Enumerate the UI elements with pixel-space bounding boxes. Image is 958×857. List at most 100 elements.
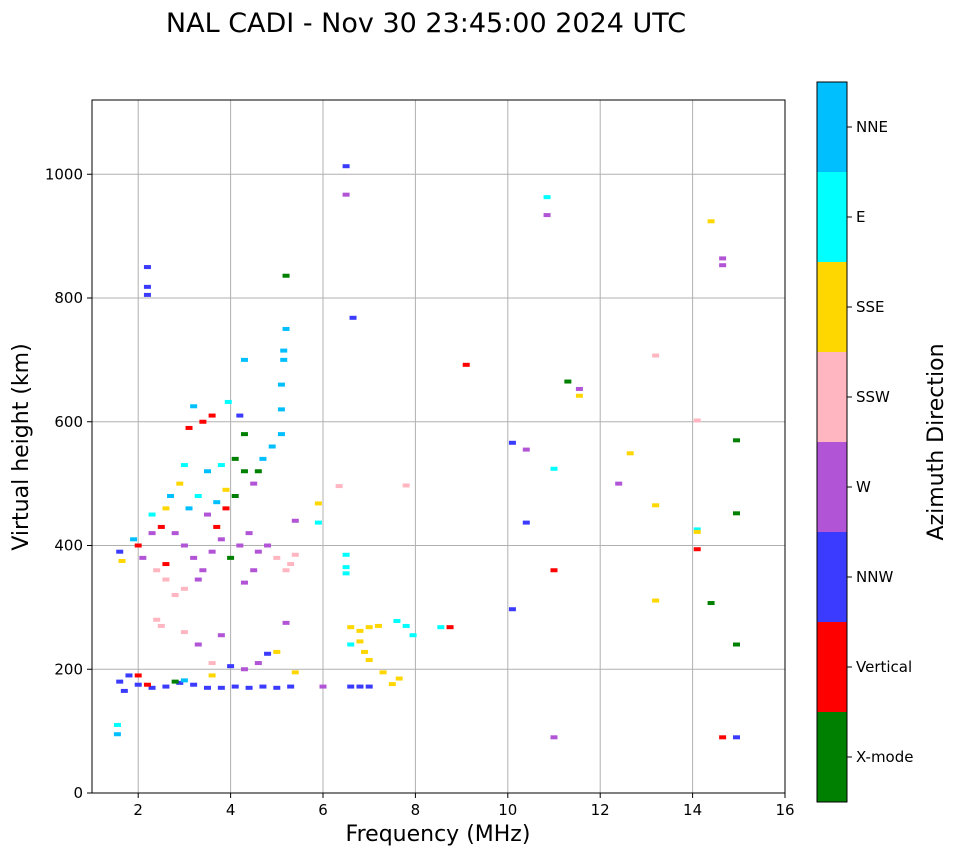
data-point (190, 682, 198, 687)
data-point (240, 432, 248, 437)
data-point (543, 195, 551, 200)
data-point (116, 549, 124, 554)
data-point (199, 568, 207, 573)
data-point (277, 407, 285, 412)
data-point (240, 580, 248, 585)
data-point (134, 682, 142, 687)
y-axis-label: Virtual height (km) (9, 343, 34, 550)
y-tick-label: 1000 (45, 165, 83, 183)
data-point (180, 630, 188, 635)
data-point (652, 503, 660, 508)
data-point (143, 284, 151, 289)
data-point (204, 512, 211, 517)
colorbar-segment (817, 172, 847, 262)
data-point (171, 679, 179, 684)
data-point (231, 684, 239, 689)
data-point (208, 549, 216, 554)
data-point (259, 684, 267, 689)
data-point (217, 633, 225, 638)
data-point (180, 678, 188, 683)
data-point (217, 685, 225, 690)
colorbar-segment (817, 712, 847, 802)
data-point (287, 562, 295, 567)
data-point (143, 292, 151, 297)
x-axis-label: Frequency (MHz) (346, 822, 531, 847)
data-point (319, 684, 327, 689)
data-point (157, 524, 165, 529)
data-point (395, 676, 403, 681)
data-point (125, 673, 133, 678)
data-point (273, 685, 281, 690)
data-point (522, 520, 530, 525)
data-point (342, 192, 350, 197)
data-point (185, 425, 193, 430)
data-point (693, 418, 701, 423)
data-point (180, 543, 188, 548)
data-point (732, 735, 740, 740)
data-point (365, 657, 373, 662)
data-point (231, 456, 239, 461)
data-point (204, 685, 211, 690)
data-point (245, 685, 253, 690)
data-point (273, 649, 281, 654)
data-point (254, 661, 262, 666)
data-point (693, 547, 701, 552)
data-point (240, 357, 248, 362)
data-point (148, 531, 156, 536)
data-point (250, 568, 258, 573)
data-point (120, 688, 128, 693)
data-point (176, 481, 184, 486)
data-point (113, 722, 121, 727)
data-point (171, 593, 179, 597)
grid-lines (92, 100, 786, 794)
data-point (259, 456, 267, 461)
colorbar-frame (816, 81, 848, 803)
data-point (342, 571, 350, 576)
data-point (118, 558, 126, 563)
data-point (116, 679, 124, 684)
colorbar-tick-label: NNE (856, 118, 888, 136)
plot-frame (91, 99, 786, 794)
data-point (227, 555, 235, 560)
colorbar-tick-label: W (856, 478, 871, 496)
data-point (240, 667, 248, 672)
data-point (245, 531, 253, 536)
data-point (134, 673, 142, 678)
data-point (190, 555, 198, 560)
data-point (626, 451, 634, 456)
colorbar-tick-label: E (856, 208, 865, 226)
data-point (162, 506, 170, 511)
data-point (280, 357, 288, 362)
data-point (162, 577, 170, 582)
data-point (402, 623, 410, 628)
x-tick-label: 14 (683, 801, 702, 819)
data-point (356, 628, 364, 633)
data-point (719, 735, 727, 740)
data-point (732, 642, 740, 647)
data-point (213, 500, 221, 505)
data-point (180, 586, 188, 591)
data-point (314, 501, 322, 506)
data-point (314, 520, 322, 525)
data-point (113, 732, 121, 737)
data-point (365, 684, 373, 689)
y-tick-label: 800 (54, 289, 83, 307)
data-point (575, 386, 583, 391)
data-point (208, 673, 216, 678)
data-point (277, 432, 285, 437)
data-point (347, 642, 355, 647)
data-point (185, 506, 193, 511)
data-point (194, 642, 202, 647)
data-point (190, 404, 198, 409)
data-point (388, 682, 396, 687)
data-point (652, 598, 660, 603)
y-tick-label: 400 (54, 537, 83, 555)
data-point (347, 684, 355, 689)
data-point (280, 348, 288, 353)
colorbar-segment (817, 532, 847, 622)
data-point (162, 562, 170, 567)
data-point (365, 625, 373, 630)
y-tick-label: 200 (54, 660, 83, 678)
data-point (217, 463, 225, 468)
data-point (208, 661, 216, 666)
